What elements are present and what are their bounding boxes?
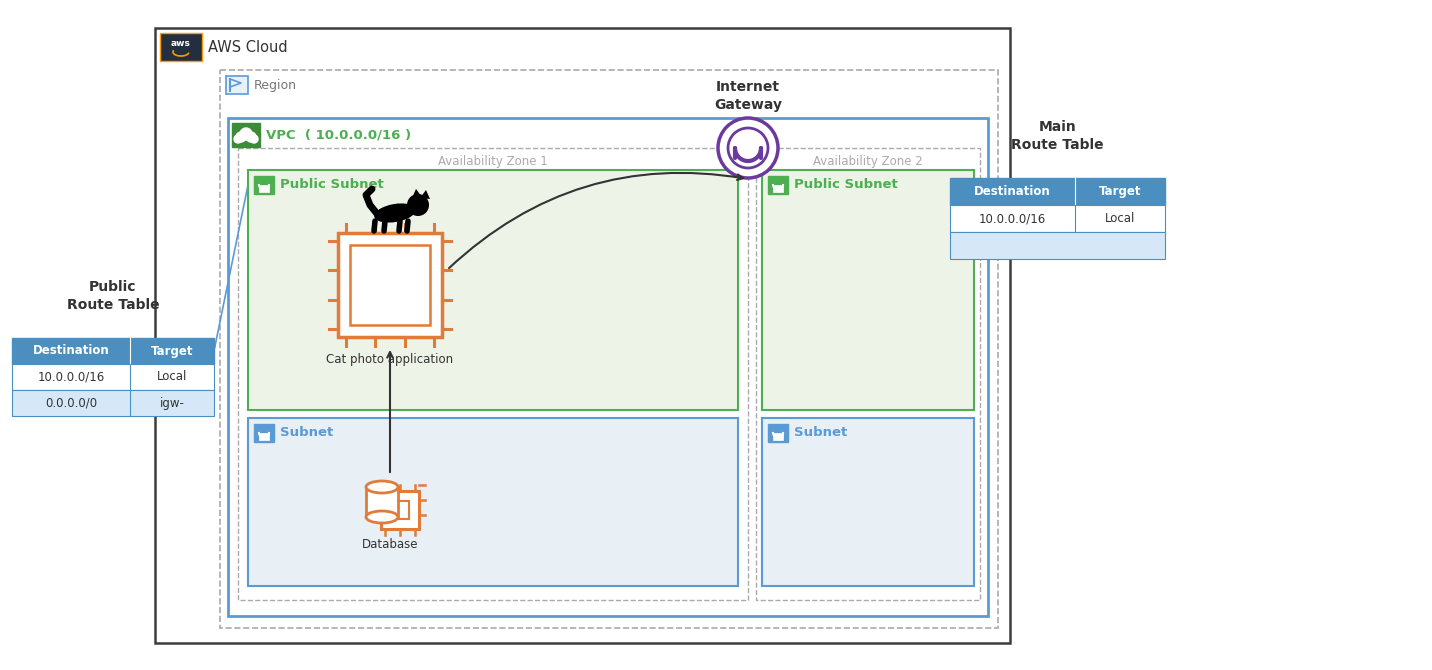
Bar: [381, 491, 420, 529]
Circle shape: [407, 194, 430, 216]
Text: Public Subnet: Public Subnet: [793, 178, 898, 192]
Circle shape: [246, 132, 256, 142]
Polygon shape: [420, 190, 430, 199]
Circle shape: [233, 135, 242, 143]
Text: 0.0.0.0/0: 0.0.0.0/0: [44, 397, 97, 409]
Text: Cat photo application: Cat photo application: [326, 352, 454, 366]
Text: Availability Zone 1: Availability Zone 1: [438, 155, 548, 168]
Bar: [232, 123, 261, 147]
Ellipse shape: [367, 511, 398, 523]
Bar: [221, 70, 998, 628]
Bar: [248, 170, 737, 410]
Bar: [756, 148, 979, 600]
Polygon shape: [412, 189, 422, 198]
Text: 10.0.0.0/16: 10.0.0.0/16: [37, 371, 105, 383]
Circle shape: [717, 118, 778, 178]
Bar: [11, 390, 213, 416]
Text: VPC  ( 10.0.0.0/16 ): VPC ( 10.0.0.0/16 ): [266, 129, 411, 141]
Bar: [160, 33, 202, 61]
Text: aws: aws: [170, 40, 190, 48]
Bar: [773, 433, 783, 440]
Bar: [11, 364, 213, 390]
Text: igw-: igw-: [159, 397, 185, 409]
Bar: [253, 176, 274, 194]
Text: Availability Zone 2: Availability Zone 2: [813, 155, 922, 168]
Text: AWS Cloud: AWS Cloud: [208, 40, 288, 54]
Text: Internet
Gateway: Internet Gateway: [715, 80, 782, 112]
Text: Region: Region: [253, 78, 296, 92]
Text: Target: Target: [150, 344, 193, 358]
Text: Local: Local: [1106, 212, 1136, 225]
Circle shape: [241, 128, 252, 140]
Text: Target: Target: [1098, 185, 1141, 198]
Bar: [259, 433, 269, 440]
Text: Subnet: Subnet: [793, 427, 848, 440]
Bar: [349, 245, 430, 325]
Bar: [367, 487, 398, 517]
Text: Public
Route Table: Public Route Table: [67, 280, 159, 312]
Bar: [949, 232, 1166, 259]
Text: Destination: Destination: [974, 185, 1051, 198]
Ellipse shape: [367, 481, 398, 493]
Bar: [228, 118, 988, 616]
Bar: [238, 148, 748, 600]
Bar: [773, 185, 783, 192]
Bar: [155, 28, 1010, 643]
Text: Main
Route Table: Main Route Table: [1011, 121, 1104, 151]
Circle shape: [236, 132, 246, 142]
Bar: [338, 233, 442, 337]
Bar: [949, 205, 1166, 232]
Bar: [762, 418, 974, 586]
Bar: [949, 178, 1166, 205]
Bar: [768, 176, 788, 194]
Bar: [226, 76, 248, 94]
Bar: [11, 338, 213, 364]
Bar: [762, 170, 974, 410]
Circle shape: [251, 135, 258, 143]
Bar: [768, 424, 788, 442]
Bar: [391, 501, 410, 519]
Text: Public Subnet: Public Subnet: [281, 178, 384, 192]
Text: Subnet: Subnet: [281, 427, 334, 440]
Text: Local: Local: [158, 371, 188, 383]
Ellipse shape: [374, 204, 415, 222]
Bar: [259, 185, 269, 192]
Text: Database: Database: [362, 539, 418, 551]
Bar: [248, 418, 737, 586]
Text: Destination: Destination: [33, 344, 109, 358]
Bar: [253, 424, 274, 442]
Text: 10.0.0.0/16: 10.0.0.0/16: [979, 212, 1047, 225]
